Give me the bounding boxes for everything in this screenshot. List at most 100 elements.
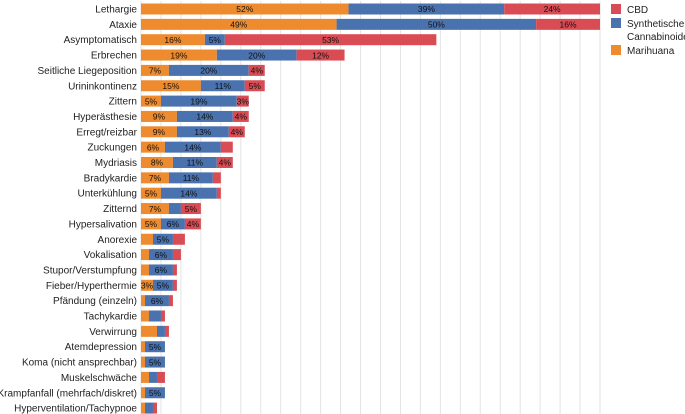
category-label: Asymptomatisch	[64, 35, 137, 46]
bar-segment	[168, 64, 249, 76]
bar-value-label: 19%	[190, 96, 207, 106]
category-label: Verwirrung	[89, 327, 137, 338]
bar-value-label: 14%	[180, 188, 197, 198]
bar-segment	[141, 356, 145, 368]
bar-value-label: 52%	[236, 4, 253, 14]
category-label: Vokalisation	[84, 250, 137, 261]
category-label: Krampfanfall (mehrfach/diskret)	[0, 388, 137, 399]
category-labels: Lethargie Ataxie Asymptomatisch Erbrechen Se…	[0, 5, 138, 414]
bar-segment	[336, 18, 537, 30]
bar-value-label: 9%	[153, 112, 166, 122]
category-label: Pfändung (einzeln)	[53, 296, 137, 307]
bar-value-label: 11%	[215, 81, 232, 91]
bar-segment	[164, 325, 169, 337]
bar-value-label: 5%	[145, 96, 158, 106]
bar-value-label: 3%	[141, 281, 154, 291]
bar-value-label: 11%	[183, 173, 200, 183]
bar-segment	[156, 325, 165, 337]
bar-segment	[180, 203, 201, 215]
bar-value-label: 7%	[149, 66, 162, 76]
legend-label: Marihuana	[627, 46, 675, 57]
bar-segment	[296, 49, 345, 61]
bar-segment	[141, 141, 165, 153]
bar-segment	[200, 80, 245, 92]
bar-value-label: 53%	[322, 35, 339, 45]
legend-swatch	[611, 18, 621, 28]
bar-value-label: 5%	[145, 219, 158, 229]
bar-segment	[184, 218, 201, 230]
category-label: Ataxie	[109, 20, 137, 31]
bar-segment	[220, 141, 233, 153]
bar-segment	[160, 310, 165, 322]
bar-segment	[172, 279, 177, 291]
category-label: Zuckungen	[88, 143, 137, 154]
bar-segment	[141, 402, 145, 414]
bar-segment	[141, 264, 149, 276]
bar-value-label: 49%	[230, 20, 247, 30]
bar-segment	[216, 49, 297, 61]
bar-value-label: 50%	[428, 20, 445, 30]
legend: CBD Synthetische Cannabinoide Marihuana	[611, 4, 685, 57]
bar-segment	[144, 402, 153, 414]
bar-segment	[141, 157, 173, 168]
bar-segment	[216, 187, 221, 199]
bar-segment	[148, 310, 161, 322]
bar-segment	[144, 341, 165, 353]
bars: 52% 39% 24% 49% 50% 16% 16% 5% 53% 19% 20% 12% 7% 20%…	[141, 3, 600, 414]
bar-value-label: 5%	[157, 281, 170, 291]
bar-value-label: 5%	[149, 342, 162, 352]
bar-segment	[141, 218, 161, 230]
bar-value-label: 8%	[151, 158, 164, 168]
bar-segment	[176, 110, 233, 122]
bar-segment	[216, 157, 233, 168]
legend-swatch	[611, 45, 621, 55]
bar-segment	[141, 203, 169, 215]
bar-segment	[244, 80, 265, 92]
bar-segment	[228, 126, 245, 138]
bar-segment	[141, 279, 153, 291]
bar-value-label: 11%	[187, 158, 204, 168]
bar-segment	[148, 371, 157, 383]
bar-segment	[164, 141, 221, 153]
bar-segment	[144, 387, 165, 399]
bar-segment	[141, 371, 149, 383]
bar-value-label: 5%	[149, 357, 162, 367]
bar-value-label: 14%	[184, 142, 201, 152]
category-label: Hypersalivation	[69, 219, 137, 230]
bar-value-label: 4%	[235, 112, 248, 122]
bar-value-label: 5%	[185, 204, 198, 214]
bar-value-label: 6%	[151, 296, 164, 306]
category-label: Stupor/Verstumpfung	[43, 265, 137, 276]
bar-segment	[141, 18, 337, 30]
category-label: Hyperästhesie	[73, 112, 137, 123]
bar-segment	[141, 187, 161, 199]
category-label: Zitternd	[103, 204, 137, 215]
bar-segment	[141, 387, 145, 399]
bar-segment	[236, 95, 249, 107]
bar-segment	[148, 264, 173, 276]
bar-value-label: 4%	[251, 66, 264, 76]
bar-segment	[141, 80, 201, 92]
category-label: Mydriasis	[95, 158, 137, 169]
bar-segment	[141, 34, 205, 46]
bar-segment	[172, 157, 217, 168]
bar-value-label: 9%	[153, 127, 166, 137]
bar-segment	[504, 3, 600, 15]
bar-value-label: 6%	[147, 142, 160, 152]
category-label: Erregt/reizbar	[76, 127, 137, 138]
bar-segment	[141, 49, 217, 61]
bar-segment	[348, 3, 505, 15]
bar-value-label: 6%	[167, 219, 180, 229]
bar-segment	[160, 218, 185, 230]
bar-segment	[141, 95, 161, 107]
bar-segment	[172, 233, 185, 245]
category-label: Atemdepression	[65, 342, 137, 353]
bar-value-label: 5%	[157, 234, 170, 244]
bar-segment	[141, 341, 145, 353]
legend-label: CBD	[627, 5, 648, 16]
category-label: Muskelschwäche	[61, 373, 138, 384]
bar-segment	[248, 64, 265, 76]
bar-segment	[232, 110, 249, 122]
bar-segment	[141, 325, 157, 337]
bar-segment	[152, 279, 173, 291]
